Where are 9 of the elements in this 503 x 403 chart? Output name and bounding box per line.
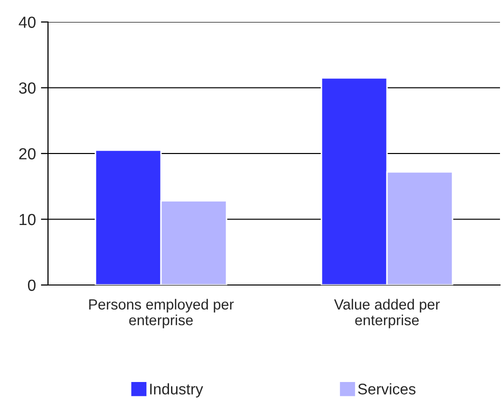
legend-label: Industry — [150, 383, 204, 398]
y-tick-label: 10 — [20, 214, 36, 226]
y-tick-label: 30 — [19, 82, 36, 94]
x-tick-label: Value added per enterprise — [334, 298, 440, 328]
legend-label: Services — [358, 383, 416, 394]
y-tick-label: 0 — [28, 280, 36, 291]
y-tick-label: 20 — [19, 148, 36, 160]
x-tick-label: Persons employed per enterprise — [89, 298, 234, 328]
y-tick-label: 40 — [18, 16, 36, 28]
